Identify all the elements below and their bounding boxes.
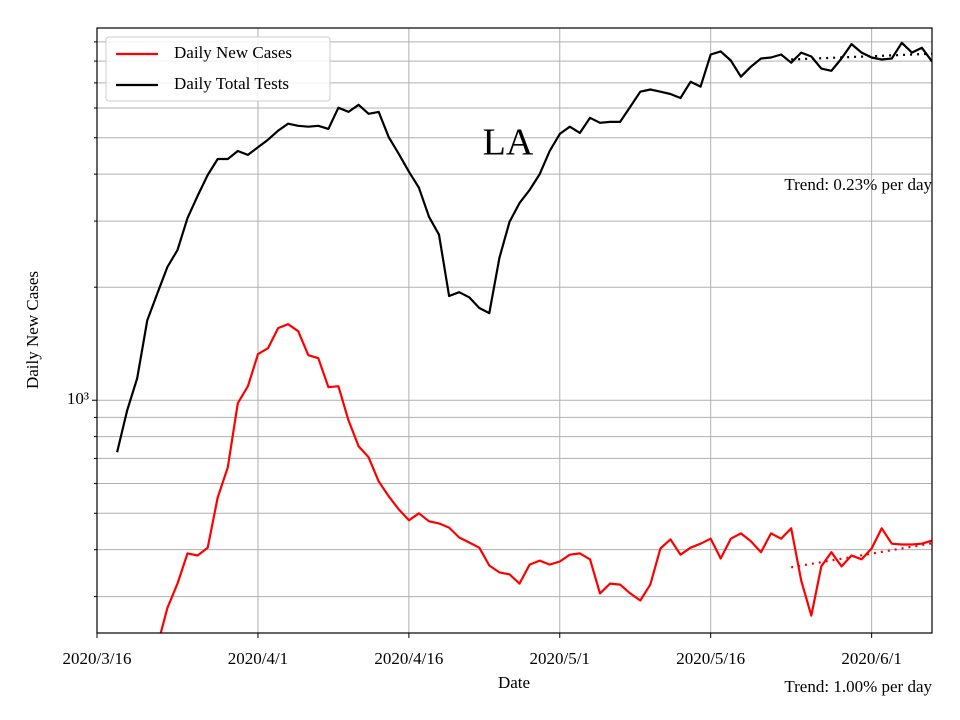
axes-frame (96, 27, 933, 634)
x-tick-label: 2020/4/1 (228, 649, 288, 668)
trend-label: Trend: 0.23% per day (784, 175, 932, 194)
legend-label: Daily New Cases (174, 43, 292, 62)
legend-label: Daily Total Tests (174, 74, 289, 93)
x-tick-label: 2020/4/16 (374, 649, 443, 668)
x-tick-label: 2020/5/16 (676, 649, 745, 668)
series-line (116, 41, 932, 453)
y-axis-label: Daily New Cases (23, 271, 42, 389)
axes: 2020/3/16 2020/4/1 2020/4/16 2020/5/1 2020/5… (63, 41, 902, 668)
legend: Daily New Cases Daily Total Tests (116, 43, 292, 93)
trend-label: Trend: 1.00% per day (784, 677, 932, 696)
series-line (159, 323, 932, 633)
x-tick-label: 2020/6/1 (841, 649, 901, 668)
y-tick-label: 10³ (67, 389, 89, 408)
trend-line (790, 542, 932, 569)
plot-area (116, 41, 932, 633)
chart-title: LA (483, 122, 534, 164)
x-tick-label: 2020/3/16 (63, 649, 132, 668)
trend-line (791, 52, 932, 61)
x-axis-label: Date (498, 673, 530, 692)
legend-box (105, 36, 331, 102)
x-tick-label: 2020/5/1 (530, 649, 590, 668)
